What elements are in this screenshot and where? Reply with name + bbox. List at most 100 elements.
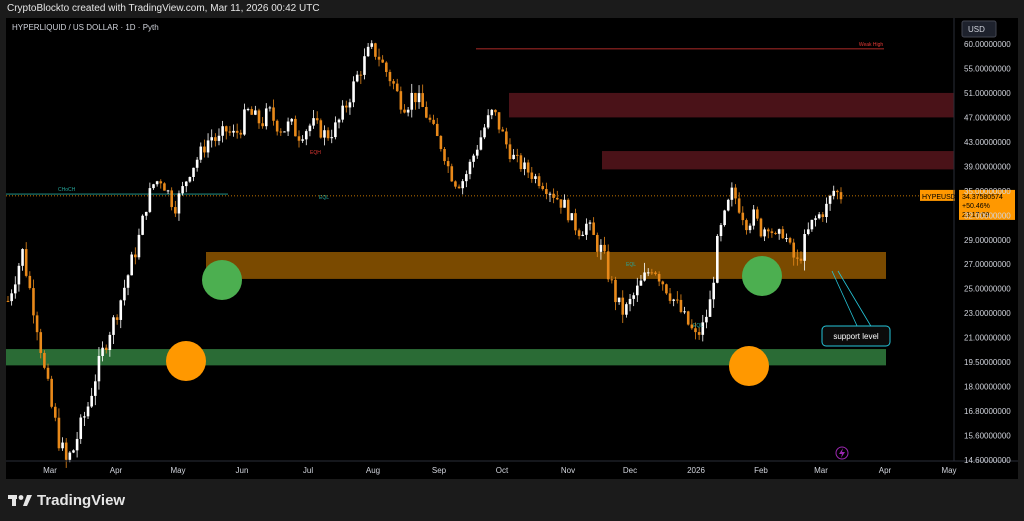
candle-body bbox=[465, 174, 468, 182]
structure-label: EQL bbox=[693, 323, 703, 329]
candle-body bbox=[486, 115, 490, 128]
candle-body bbox=[774, 233, 777, 235]
candle-body bbox=[21, 249, 24, 266]
supply-zone bbox=[509, 92, 954, 118]
candle-body bbox=[661, 281, 665, 285]
candle-body bbox=[17, 265, 21, 285]
candle-body bbox=[6, 300, 10, 302]
y-tick-label: 19.50000000 bbox=[964, 358, 1011, 367]
candle-body bbox=[450, 166, 454, 182]
candle-body bbox=[806, 229, 810, 235]
y-tick-label: 43.00000000 bbox=[964, 138, 1011, 147]
candle-body bbox=[224, 126, 228, 132]
candle-body bbox=[144, 211, 148, 216]
candle-body bbox=[290, 118, 294, 122]
candle-body bbox=[566, 199, 570, 221]
x-tick-label: Mar bbox=[814, 466, 828, 475]
candle-body bbox=[501, 129, 505, 132]
candle-body bbox=[221, 126, 224, 136]
candle-body bbox=[483, 127, 486, 138]
candle-body bbox=[741, 212, 745, 221]
candle-body bbox=[836, 190, 839, 193]
candle-body bbox=[428, 117, 432, 120]
candle-body bbox=[621, 297, 625, 315]
y-tick-label: 39.00000000 bbox=[964, 162, 1011, 171]
candle-body bbox=[577, 230, 581, 236]
candle-body bbox=[97, 355, 101, 382]
y-tick-label: 14.60000000 bbox=[964, 456, 1011, 465]
candle-body bbox=[50, 378, 53, 407]
candle-body bbox=[385, 62, 388, 72]
candle-body bbox=[468, 161, 472, 175]
candle-body bbox=[126, 275, 130, 288]
candle-body bbox=[592, 222, 595, 235]
candle-body bbox=[294, 118, 297, 137]
candle-body bbox=[479, 137, 483, 150]
y-tick-label: 25.00000000 bbox=[964, 285, 1011, 294]
candle-body bbox=[752, 209, 755, 226]
candle-body bbox=[519, 155, 523, 170]
candle-body bbox=[403, 109, 406, 113]
candle-body bbox=[57, 417, 61, 449]
candle-body bbox=[803, 234, 806, 261]
candle-body bbox=[821, 214, 825, 218]
price-tag bbox=[959, 189, 1015, 220]
candle-body bbox=[719, 225, 723, 237]
candle-body bbox=[537, 176, 541, 187]
candle-body bbox=[490, 109, 494, 116]
y-tick-label: 18.00000000 bbox=[964, 383, 1011, 392]
candle-body bbox=[657, 274, 661, 282]
candle-body bbox=[235, 130, 239, 133]
price-chart[interactable]: Weak High CHoCH EQH EQL EQL EQL support level… bbox=[6, 18, 1018, 479]
candle-body bbox=[166, 190, 170, 192]
tradingview-logo-text: TradingView bbox=[37, 491, 126, 509]
candle-body bbox=[188, 176, 192, 182]
price-tag-price: 34.37580574 bbox=[962, 194, 1003, 201]
candle-body bbox=[777, 229, 781, 234]
candle-body bbox=[170, 190, 173, 208]
candle-body bbox=[254, 110, 257, 115]
candle-body bbox=[228, 131, 232, 133]
x-tick-label: Jun bbox=[236, 466, 249, 475]
candle-body bbox=[828, 195, 832, 204]
symbol-tag bbox=[920, 189, 955, 201]
candle-body bbox=[512, 154, 515, 160]
candle-body bbox=[643, 272, 646, 281]
candle-body bbox=[308, 125, 312, 132]
y-tick-label: 51.00000000 bbox=[964, 89, 1011, 98]
y-tick-label: 29.00000000 bbox=[964, 236, 1011, 245]
chart-area[interactable]: Weak High CHoCH EQH EQL EQL EQL support level… bbox=[6, 18, 1018, 479]
candle-body bbox=[781, 229, 785, 239]
candle-body bbox=[199, 146, 203, 160]
candle-body bbox=[159, 181, 163, 184]
candle-body bbox=[61, 442, 64, 449]
x-tick-label: Mar bbox=[43, 466, 57, 475]
candle-body bbox=[756, 209, 759, 219]
candle-body bbox=[530, 172, 534, 179]
candle-body bbox=[32, 288, 35, 316]
candle-body bbox=[832, 190, 836, 196]
candle-body bbox=[526, 162, 530, 173]
candle-body bbox=[24, 249, 28, 276]
candle-body bbox=[723, 210, 726, 226]
x-tick-label: Dec bbox=[623, 466, 637, 475]
x-tick-label: 2026 bbox=[687, 466, 705, 475]
candle-body bbox=[555, 197, 559, 200]
candle-body bbox=[148, 188, 152, 212]
y-tick-label: 47.00000000 bbox=[964, 113, 1011, 122]
candle-body bbox=[363, 56, 366, 75]
candle-body bbox=[83, 416, 86, 418]
candle-body bbox=[119, 300, 123, 320]
candle-body bbox=[617, 297, 621, 303]
candle-body bbox=[545, 189, 548, 194]
tradingview-logo[interactable]: TradingView bbox=[8, 490, 125, 510]
level-label: Weak High bbox=[859, 42, 884, 48]
orange-marker-circle bbox=[166, 341, 206, 381]
candle-body bbox=[628, 298, 632, 305]
candle-body bbox=[785, 238, 788, 240]
candle-body bbox=[75, 438, 79, 451]
currency-label: USD bbox=[968, 25, 985, 34]
candle-body bbox=[28, 275, 32, 289]
candle-body bbox=[250, 109, 254, 115]
candle-body bbox=[606, 251, 610, 280]
